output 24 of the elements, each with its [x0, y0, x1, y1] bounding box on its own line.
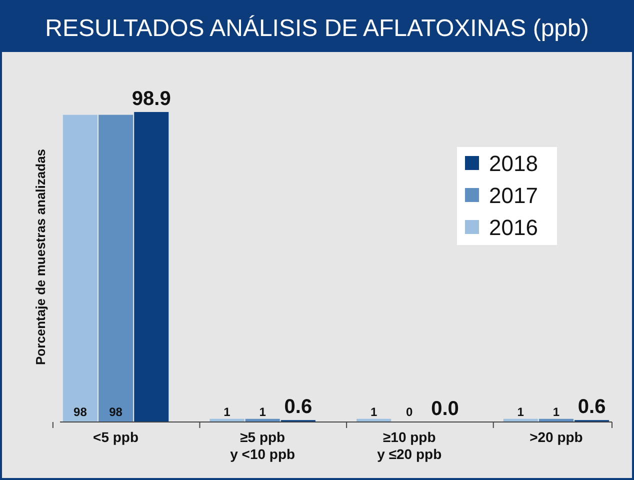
data-label: 98: [74, 405, 88, 419]
data-label: 0: [406, 405, 414, 419]
legend-label: 2017: [489, 183, 538, 208]
bar: [98, 114, 134, 422]
legend-label: 2016: [489, 215, 538, 240]
y-axis-title: Porcentaje de muestras analizadas: [33, 148, 48, 366]
data-label: 0.6: [578, 396, 606, 418]
data-label: 98: [109, 405, 123, 419]
data-label: 98.9: [132, 88, 171, 110]
data-label: 0.0: [431, 398, 459, 420]
x-tick-label: ≥5 ppb y <10 ppb: [230, 429, 296, 462]
bar: [62, 114, 98, 422]
data-label: 1: [259, 405, 266, 419]
chart-title: RESULTADOS ANÁLISIS DE AFLATOXINAS (ppb): [45, 15, 589, 42]
data-label: 1: [552, 405, 560, 419]
data-label: 1: [224, 405, 231, 419]
data-label: 0.6: [284, 396, 312, 418]
data-label: 1: [370, 405, 378, 419]
bar: [134, 112, 169, 422]
legend-label: 2018: [489, 151, 538, 176]
x-tick-label: <5 ppb: [93, 429, 139, 445]
data-label: 1: [517, 405, 524, 419]
x-tick-label: >20 ppb: [530, 429, 583, 445]
x-tick-label: ≥10 ppb y ≤20 ppb: [377, 429, 442, 462]
